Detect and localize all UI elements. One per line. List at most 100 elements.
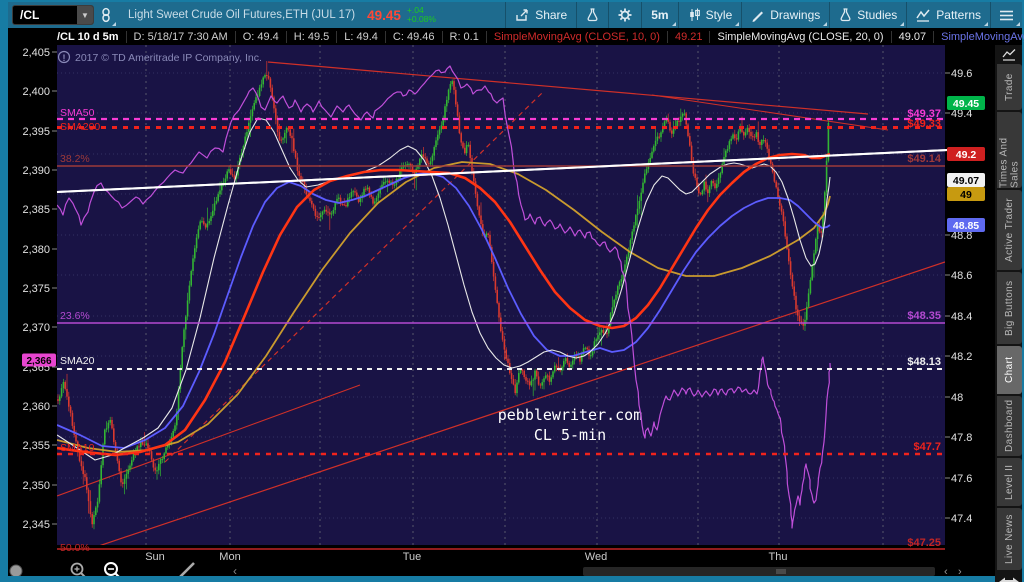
sidebar-tab-dashboard[interactable]: Dashboard xyxy=(997,396,1022,456)
candle-body xyxy=(341,204,344,206)
candle-body xyxy=(347,198,349,207)
sidebar-tab-chart[interactable]: Chart xyxy=(997,346,1022,394)
candle-body xyxy=(753,136,756,138)
candle-body xyxy=(629,239,632,251)
symbol-dropdown-icon[interactable]: ▼ xyxy=(77,6,93,24)
candle-body xyxy=(167,444,169,448)
candle-body xyxy=(127,469,129,474)
candle-body xyxy=(399,170,401,179)
trendline xyxy=(57,384,361,497)
candle-body xyxy=(204,224,207,228)
sidebar-tab-active-trader[interactable]: Active Trader xyxy=(997,190,1022,270)
candle-body xyxy=(230,169,232,175)
candle-body xyxy=(451,81,453,85)
candle-body xyxy=(752,136,754,138)
candle-body xyxy=(645,169,648,174)
candle-body xyxy=(557,366,560,369)
flask-icon xyxy=(587,8,598,22)
studies-button[interactable]: Studies xyxy=(829,2,906,28)
scroll-left-arrow: ‹ xyxy=(944,566,948,576)
draw-line-tool-icon[interactable] xyxy=(179,562,195,578)
candle-body xyxy=(150,451,153,460)
sidebar-tab-times-and-sales[interactable]: Times And Sales xyxy=(997,112,1022,188)
candle-body xyxy=(336,198,338,204)
candle-body xyxy=(473,171,475,182)
drawings-button[interactable]: Drawings xyxy=(741,2,829,28)
globe-icon[interactable] xyxy=(9,564,23,578)
candle-body xyxy=(662,126,664,133)
right-axis-tick-label: 48.8 xyxy=(951,230,972,242)
candle-body xyxy=(320,214,322,218)
candle-body xyxy=(381,184,383,189)
patterns-button[interactable]: Patterns xyxy=(906,2,990,28)
symbol-value[interactable]: /CL xyxy=(20,8,40,22)
candle-body xyxy=(219,190,221,195)
candle-body xyxy=(82,466,84,475)
chart-scrollbar[interactable] xyxy=(583,567,935,576)
candle-body xyxy=(694,173,696,178)
chart-area[interactable]: ! 2017 © TD Ameritrade IP Company, Inc. pe… xyxy=(8,45,995,582)
candle-body xyxy=(87,489,90,502)
link-button[interactable] xyxy=(94,2,118,28)
menu-button[interactable] xyxy=(990,2,1022,28)
candle-body xyxy=(602,329,605,334)
share-button[interactable]: Share xyxy=(505,2,576,28)
candle-body xyxy=(699,193,702,195)
candle-body xyxy=(96,501,99,508)
candle-body xyxy=(802,323,804,326)
watermark-site: pebblewriter.com xyxy=(498,406,643,424)
candle-body xyxy=(379,188,381,194)
candle-body xyxy=(581,354,583,362)
price-badge xyxy=(947,218,985,232)
candle-body xyxy=(260,84,263,88)
candle-body xyxy=(591,349,594,356)
candle-body xyxy=(510,373,513,379)
price-chart[interactable]: ! 2017 © TD Ameritrade IP Company, Inc. pe… xyxy=(8,45,995,579)
level-name-label: 23.6% xyxy=(60,310,90,322)
candle-body xyxy=(631,231,633,240)
candle-body xyxy=(388,180,390,183)
settings-button[interactable] xyxy=(608,2,641,28)
candle-body xyxy=(323,209,326,212)
candle-body xyxy=(818,225,821,232)
candle-body xyxy=(725,150,727,158)
candle-body xyxy=(624,264,626,272)
candle-body xyxy=(750,131,752,137)
candle-body xyxy=(534,370,536,380)
right-axis-tick-label: 47.6 xyxy=(951,473,972,485)
right-axis-tick-label: 47.4 xyxy=(951,513,972,525)
candle-body xyxy=(384,181,387,183)
flask-button[interactable] xyxy=(576,2,608,28)
candle-body xyxy=(129,465,131,470)
candle-body xyxy=(755,132,758,137)
timeframe-button[interactable]: 5m xyxy=(641,2,677,28)
candle-body xyxy=(487,233,489,235)
candle-body xyxy=(822,215,824,233)
candle-body xyxy=(501,331,504,340)
candle-body xyxy=(458,115,461,134)
candle-body xyxy=(197,229,200,238)
candle-body xyxy=(462,142,464,148)
level-name-label: SMA10 xyxy=(60,442,95,454)
candle-body xyxy=(442,118,444,126)
symbol-input[interactable]: /CL ▼ xyxy=(12,5,94,25)
sidebar-tab-live-news[interactable]: Live News xyxy=(997,508,1022,570)
style-button[interactable]: Style xyxy=(677,2,742,28)
candle-body xyxy=(476,193,479,207)
candle-body xyxy=(348,197,351,199)
candle-body xyxy=(273,97,275,109)
candle-body xyxy=(289,129,291,136)
candle-body xyxy=(464,147,466,154)
sidebar-tab-level-ii[interactable]: Level II xyxy=(997,458,1022,506)
candle-body xyxy=(494,276,497,290)
candle-body xyxy=(816,225,819,240)
candle-body xyxy=(203,221,205,225)
sidebar-tab-trade[interactable]: Trade xyxy=(997,64,1022,110)
right-axis-tick-label: 49.6 xyxy=(951,68,972,80)
header-sma20-value: 49.07 xyxy=(892,30,935,43)
sidebar-tab-big-buttons[interactable]: Big Buttons xyxy=(997,272,1022,344)
pan-horizontal-icon[interactable] xyxy=(998,577,1019,582)
candle-body xyxy=(741,128,743,132)
candle-body xyxy=(563,361,565,367)
chart-scrollbar-handle[interactable] xyxy=(776,569,786,574)
